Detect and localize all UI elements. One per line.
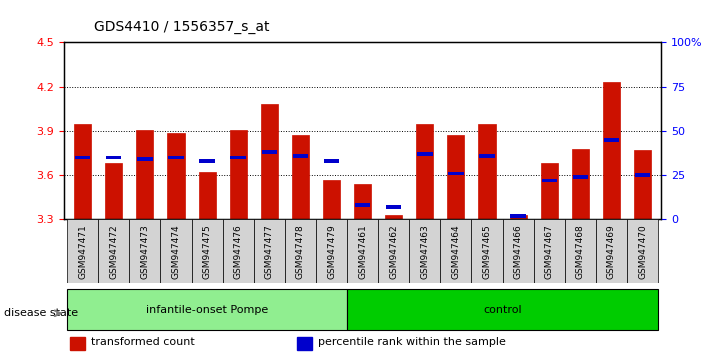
- Bar: [323, 179, 340, 219]
- Bar: [627, 219, 658, 283]
- Bar: [479, 154, 495, 158]
- Bar: [199, 159, 215, 163]
- Bar: [635, 173, 651, 177]
- Bar: [440, 219, 471, 283]
- Text: GSM947476: GSM947476: [234, 224, 242, 279]
- Text: GSM947471: GSM947471: [78, 224, 87, 279]
- Bar: [604, 138, 619, 142]
- Bar: [378, 219, 410, 283]
- Bar: [70, 337, 85, 350]
- Bar: [137, 130, 154, 219]
- Text: GSM947470: GSM947470: [638, 224, 647, 279]
- Text: transformed count: transformed count: [91, 337, 195, 347]
- Bar: [285, 219, 316, 283]
- Bar: [534, 219, 565, 283]
- Text: GSM947477: GSM947477: [264, 224, 274, 279]
- Bar: [67, 219, 98, 283]
- Text: GSM947463: GSM947463: [420, 224, 429, 279]
- Bar: [254, 219, 285, 283]
- Text: GSM947479: GSM947479: [327, 224, 336, 279]
- Bar: [447, 135, 464, 219]
- Text: GSM947465: GSM947465: [483, 224, 491, 279]
- Bar: [129, 219, 161, 283]
- Bar: [316, 219, 347, 283]
- Bar: [540, 164, 558, 219]
- Bar: [347, 289, 658, 331]
- Text: GSM947468: GSM947468: [576, 224, 585, 279]
- Bar: [169, 156, 183, 159]
- Bar: [324, 159, 339, 163]
- Bar: [510, 215, 527, 219]
- Bar: [167, 133, 185, 219]
- Bar: [297, 337, 312, 350]
- Bar: [503, 219, 534, 283]
- Text: GSM947464: GSM947464: [451, 224, 461, 279]
- Bar: [596, 219, 627, 283]
- Text: GSM947469: GSM947469: [607, 224, 616, 279]
- Text: control: control: [483, 305, 522, 315]
- Bar: [137, 158, 153, 161]
- Bar: [510, 214, 526, 218]
- Text: GSM947478: GSM947478: [296, 224, 305, 279]
- Bar: [292, 135, 309, 219]
- Text: GSM947473: GSM947473: [140, 224, 149, 279]
- Bar: [223, 219, 254, 283]
- Bar: [634, 150, 651, 219]
- Text: GDS4410 / 1556357_s_at: GDS4410 / 1556357_s_at: [94, 20, 269, 34]
- Text: GSM947475: GSM947475: [203, 224, 212, 279]
- Bar: [354, 184, 371, 219]
- Bar: [416, 124, 434, 219]
- Bar: [230, 130, 247, 219]
- Bar: [565, 219, 596, 283]
- Bar: [448, 172, 464, 175]
- Bar: [262, 150, 277, 154]
- Text: GSM947474: GSM947474: [171, 224, 181, 279]
- Bar: [572, 149, 589, 219]
- Text: percentile rank within the sample: percentile rank within the sample: [318, 337, 506, 347]
- Bar: [74, 124, 91, 219]
- Bar: [603, 82, 620, 219]
- Bar: [417, 152, 432, 156]
- Bar: [106, 156, 122, 159]
- Bar: [410, 219, 440, 283]
- Bar: [293, 154, 308, 158]
- Bar: [161, 219, 191, 283]
- Bar: [75, 156, 90, 159]
- Text: GSM947461: GSM947461: [358, 224, 367, 279]
- Bar: [230, 156, 246, 159]
- Text: disease state: disease state: [4, 308, 77, 318]
- Bar: [347, 219, 378, 283]
- Bar: [355, 204, 370, 207]
- Bar: [542, 179, 557, 182]
- Bar: [471, 219, 503, 283]
- Bar: [479, 124, 496, 219]
- Bar: [261, 104, 278, 219]
- Bar: [385, 215, 402, 219]
- Text: GSM947472: GSM947472: [109, 224, 118, 279]
- Text: infantile-onset Pompe: infantile-onset Pompe: [146, 305, 268, 315]
- Bar: [572, 175, 588, 179]
- Bar: [98, 219, 129, 283]
- Bar: [198, 172, 215, 219]
- Bar: [67, 289, 347, 331]
- Bar: [105, 164, 122, 219]
- Bar: [191, 219, 223, 283]
- Text: GSM947467: GSM947467: [545, 224, 554, 279]
- Text: GSM947462: GSM947462: [389, 224, 398, 279]
- Text: GSM947466: GSM947466: [513, 224, 523, 279]
- Bar: [386, 205, 402, 209]
